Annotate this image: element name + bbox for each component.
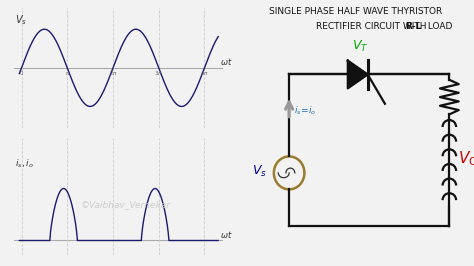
Polygon shape bbox=[348, 61, 368, 88]
Text: ©Vaibhav_Vernekar: ©Vaibhav_Vernekar bbox=[81, 201, 171, 210]
Text: $\omega t$: $\omega t$ bbox=[220, 229, 233, 240]
Text: RECTIFIER CIRCUIT WITH: RECTIFIER CIRCUIT WITH bbox=[316, 22, 429, 31]
Text: LOAD: LOAD bbox=[425, 22, 452, 31]
Text: $\omega t$: $\omega t$ bbox=[220, 56, 233, 67]
Text: $4\pi$: $4\pi$ bbox=[200, 69, 209, 77]
Text: $i_s, i_o$: $i_s, i_o$ bbox=[15, 157, 34, 170]
Text: $2\pi$: $2\pi$ bbox=[109, 69, 118, 77]
Text: $V_s$: $V_s$ bbox=[15, 13, 27, 27]
Text: $\pi$: $\pi$ bbox=[64, 70, 70, 77]
Text: $V_{\rm O}$: $V_{\rm O}$ bbox=[458, 149, 474, 168]
Text: SINGLE PHASE HALF WAVE THYRISTOR: SINGLE PHASE HALF WAVE THYRISTOR bbox=[269, 7, 442, 16]
Text: R-L: R-L bbox=[405, 22, 421, 31]
Text: 0: 0 bbox=[20, 71, 23, 76]
Text: $V_s$: $V_s$ bbox=[252, 164, 267, 179]
Text: $3\pi$: $3\pi$ bbox=[155, 69, 163, 77]
Text: $i_s\!=\!i_o$: $i_s\!=\!i_o$ bbox=[293, 104, 316, 117]
Text: $V_T$: $V_T$ bbox=[352, 39, 369, 54]
